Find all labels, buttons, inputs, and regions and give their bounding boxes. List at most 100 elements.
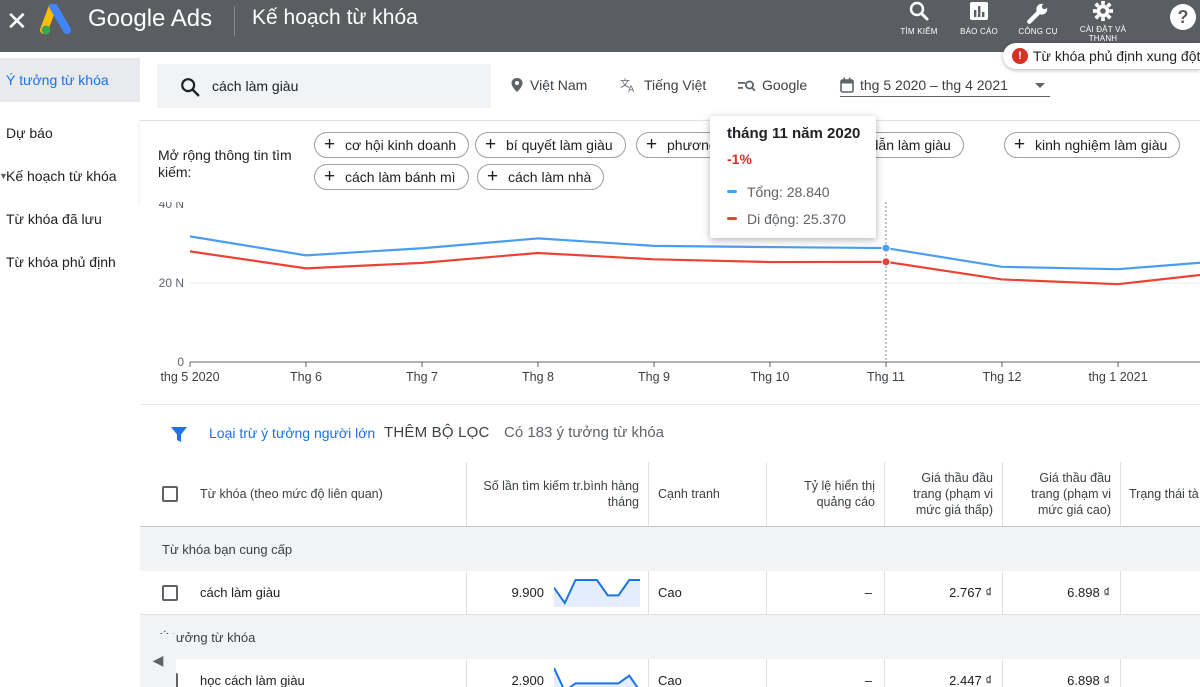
- group-row-ideas: Ý tưởng từ khóa: [140, 615, 1200, 659]
- table-row[interactable]: học cách làm giàu 2.900 Cao – 2.447 ₫ 6.…: [140, 659, 1200, 687]
- refine-chip-label: cách làm nhà: [508, 169, 592, 185]
- add-filter-button[interactable]: THÊM BỘ LỌC: [384, 424, 490, 441]
- keyword-table: Từ khóa (theo mức độ liên quan) Số lần t…: [140, 462, 1200, 687]
- search-action-label: TÌM KIẾM: [900, 27, 938, 36]
- column-header-impression-share[interactable]: Tỷ lệ hiển thị quảng cáo: [767, 462, 885, 526]
- close-icon[interactable]: ✕: [6, 6, 28, 36]
- series-line-total: [189, 235, 1200, 271]
- trend-sparkline: [554, 579, 640, 607]
- location-value: Việt Nam: [530, 77, 588, 93]
- refine-chip[interactable]: + cơ hội kinh doanh: [314, 132, 470, 158]
- column-header-status[interactable]: Trạng thái tà: [1121, 462, 1200, 526]
- bid-low-value: 2.767 ₫: [949, 585, 992, 600]
- network-search-icon: [738, 80, 756, 92]
- column-header-bid-low[interactable]: Giá thầu đầu trang (phạm vi mức giá thấp…: [885, 462, 1003, 526]
- network-value: Google: [762, 77, 808, 93]
- select-all-checkbox[interactable]: [162, 486, 178, 502]
- tooltip-row-mobile: Di động: 25.370: [727, 211, 846, 227]
- sidebar-item-keyword-ideas[interactable]: Ý tưởng từ khóa: [0, 58, 140, 102]
- search-input[interactable]: [212, 75, 472, 97]
- tools-action[interactable]: CÔNG CỤ: [1003, 0, 1073, 44]
- column-header-label: mức giá thấp): [915, 503, 993, 517]
- dropdown-arrow-icon: [1034, 83, 1045, 88]
- x-tick-label: Thg 7: [406, 370, 438, 384]
- column-header-bid-high[interactable]: Giá thầu đầu trang (phạm vi mức giá cao): [1003, 462, 1121, 526]
- language-filter[interactable]: 文 A Tiếng Việt: [620, 74, 706, 96]
- competition-value: Cao: [658, 585, 682, 600]
- sidebar-item-keyword-plan[interactable]: ▼ Kế hoạch từ khóa: [0, 154, 140, 198]
- search-box[interactable]: [157, 64, 491, 108]
- negative-keyword-conflict-notice[interactable]: ! Từ khóa phủ định xung đột: [1003, 43, 1200, 69]
- search-action[interactable]: TÌM KIẾM: [884, 0, 954, 44]
- column-header-label: tháng: [607, 495, 639, 509]
- sparkline-line: [554, 579, 640, 605]
- y-tick-label: 20 N: [159, 276, 184, 290]
- sidebar-item-label: Dự báo: [6, 125, 53, 141]
- search-icon: [181, 78, 200, 97]
- sidebar-item-label: Ý tưởng từ khóa: [6, 72, 109, 88]
- column-header-label: mức giá cao): [1038, 503, 1111, 517]
- column-header-label: Cạnh tranh: [658, 487, 720, 501]
- search-icon: [909, 1, 929, 21]
- competition-cell: Cao: [649, 571, 767, 615]
- bid-high-value: 6.898 ₫: [1067, 585, 1110, 600]
- top-bar: ✕ Google Ads Kế hoạch từ khóa TÌM KIẾM B…: [0, 0, 1200, 52]
- y-tick-label: 40 N: [159, 202, 184, 211]
- error-icon: !: [1012, 48, 1028, 64]
- legend-swatch: [727, 190, 737, 193]
- page-title: Kế hoạch từ khóa: [252, 6, 418, 29]
- column-header-label: Giá thầu đầu: [1039, 471, 1111, 485]
- sparkline-area: [554, 580, 640, 607]
- refine-chip[interactable]: + cách làm bánh mì: [314, 164, 469, 190]
- x-tick-label: Thg 12: [983, 370, 1022, 384]
- gear-icon: [1092, 0, 1114, 22]
- bid-high-value: 6.898 ₫: [1067, 673, 1110, 687]
- location-filter[interactable]: Việt Nam: [510, 74, 587, 96]
- google-ads-logo: [40, 4, 71, 35]
- bid-low-cell: 2.767 ₫: [885, 571, 1003, 615]
- translate-icon: 文A: [620, 77, 635, 95]
- chart-tooltip: tháng 11 năm 2020 -1% Tổng: 28.840 Di độ…: [710, 116, 876, 238]
- plus-icon: +: [1014, 134, 1026, 155]
- searches-value: 9.900: [511, 585, 544, 600]
- network-filter[interactable]: Google: [738, 74, 807, 96]
- refine-chip[interactable]: + cách làm nhà: [477, 164, 605, 190]
- collapse-sidebar-button[interactable]: ◀: [140, 634, 176, 687]
- refine-chip-label: bí quyết làm giàu: [506, 137, 613, 153]
- keyword-cell: học cách làm giàu: [140, 659, 467, 687]
- sidebar-item-forecast[interactable]: Dự báo: [0, 111, 140, 155]
- bid-low-value: 2.447 ₫: [949, 673, 992, 687]
- sidebar-item-saved-keywords[interactable]: Từ khóa đã lưu: [0, 197, 140, 241]
- searches-cell: 9.900: [467, 571, 649, 615]
- table-row[interactable]: cách làm giàu 9.900 Cao – 2.767 ₫ 6.898 …: [140, 571, 1200, 615]
- exclude-adult-ideas-link[interactable]: Loại trừ ý tưởng người lớn: [209, 425, 376, 441]
- refine-label: Mở rộng thông tin tìm kiếm:: [158, 147, 292, 180]
- x-tick-label: Thg 8: [522, 370, 554, 384]
- bid-low-cell: 2.447 ₫: [885, 659, 1003, 687]
- date-range-underline: [840, 96, 1050, 97]
- column-header-label: Số lần tìm kiếm tr.bình hàng: [483, 479, 639, 493]
- row-checkbox[interactable]: [162, 585, 178, 601]
- refine-chip[interactable]: + bí quyết làm giàu: [475, 132, 626, 158]
- column-header-label: Tỷ lệ hiển thị: [804, 479, 875, 493]
- filter-funnel-icon[interactable]: [170, 425, 188, 443]
- column-header-label: trang (phạm vi: [913, 487, 993, 501]
- settings-action[interactable]: CÀI ĐẶT VÀ THANH: [1068, 0, 1138, 44]
- refine-chip[interactable]: + kinh nghiệm làm giàu: [1004, 132, 1181, 158]
- column-header-searches[interactable]: Số lần tìm kiếm tr.bình hàng tháng: [467, 462, 649, 526]
- sidebar-item-label: Từ khóa đã lưu: [6, 211, 102, 227]
- impression-cell: –: [767, 659, 885, 687]
- column-header-competition[interactable]: Cạnh tranh: [649, 462, 767, 526]
- help-icon[interactable]: ?: [1170, 4, 1196, 30]
- bar-chart-icon: [970, 2, 988, 20]
- refine-chip-label: phương: [667, 137, 717, 153]
- plus-icon: +: [485, 134, 497, 155]
- date-range-filter[interactable]: thg 5 2020 – thg 4 2021: [840, 74, 1052, 96]
- refine-search-panel: Mở rộng thông tin tìm kiếm: + cơ hội kinh…: [140, 120, 1200, 202]
- line-chart[interactable]: 0 20 N 40 N thg 5 2020 Thg 6 Thg 7 Thg 8 Thg 9 T…: [140, 197, 1200, 404]
- tools-action-label: CÔNG CỤ: [1018, 27, 1058, 36]
- column-header-keyword[interactable]: Từ khóa (theo mức độ liên quan): [140, 462, 467, 526]
- x-tick-label: thg 5 2020: [160, 370, 219, 384]
- sidebar-item-negative-keywords[interactable]: Từ khóa phủ định: [0, 240, 140, 284]
- reports-action[interactable]: BÁO CÁO: [944, 0, 1014, 44]
